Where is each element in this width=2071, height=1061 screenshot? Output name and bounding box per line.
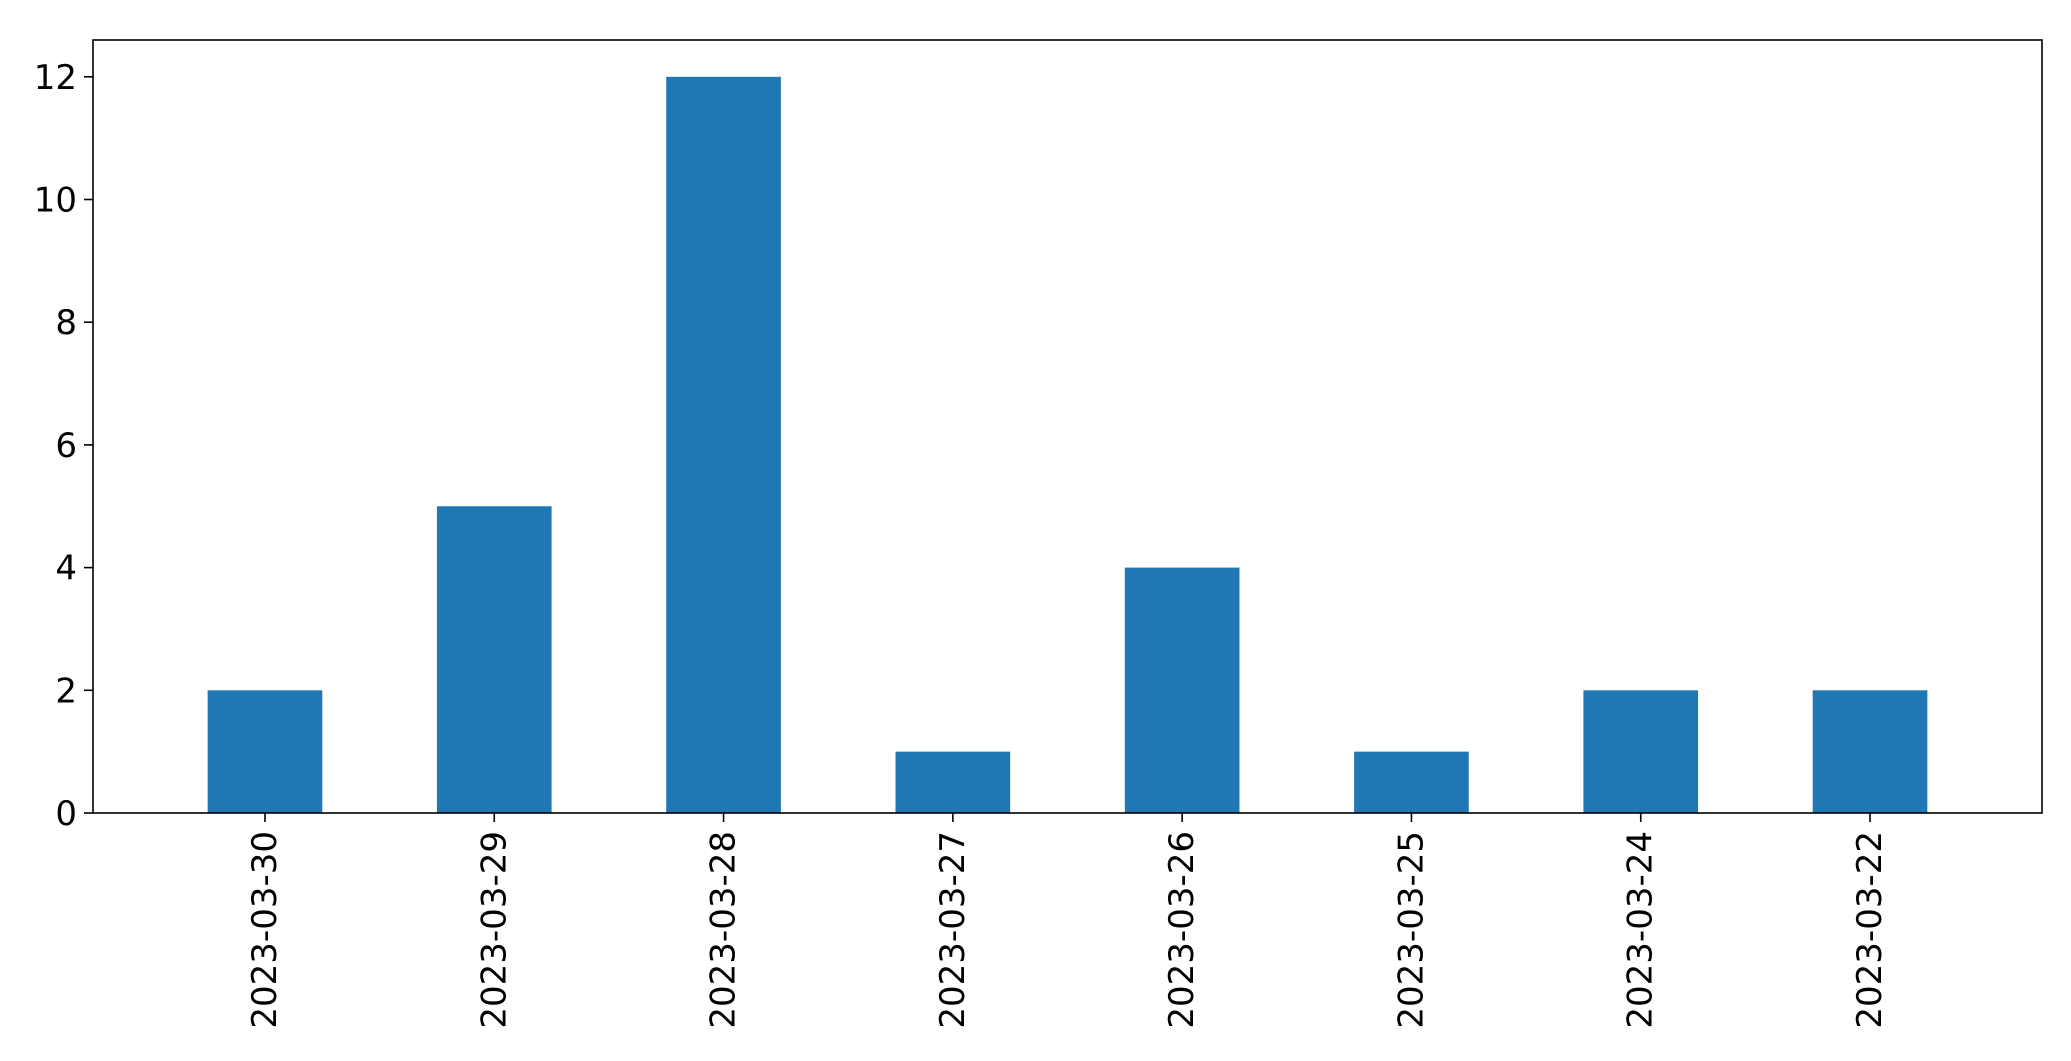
y-tick-label: 0: [55, 794, 77, 834]
bar-2023-03-29: [436, 506, 552, 813]
x-tick-label: 2023-03-30: [245, 831, 285, 1029]
x-tick-label: 2023-03-29: [474, 831, 514, 1029]
y-tick-label: 8: [55, 303, 77, 343]
bar-2023-03-27: [895, 751, 1011, 813]
y-tick-label: 4: [55, 549, 77, 589]
y-axis: 0 2 4 6 8 10 12: [34, 58, 93, 834]
plot-frame: [92, 39, 2043, 814]
y-tick-label: 6: [55, 426, 77, 466]
x-axis: 2023-03-30 2023-03-29 2023-03-28 2023-03-27…: [245, 813, 1890, 1029]
bar-2023-03-22: [1812, 690, 1928, 813]
y-tick-label: 12: [34, 58, 77, 98]
bar-2023-03-26: [1124, 567, 1240, 813]
x-tick-label: 2023-03-25: [1391, 831, 1431, 1029]
bar-2023-03-25: [1354, 751, 1469, 813]
bars-layer: [207, 76, 1928, 814]
x-tick-label: 2023-03-28: [704, 831, 744, 1029]
x-tick-label: 2023-03-27: [933, 831, 973, 1029]
y-tick-label: 10: [34, 181, 77, 221]
x-tick-label: 2023-03-22: [1850, 831, 1890, 1029]
bar-2023-03-24: [1583, 690, 1699, 813]
x-tick-label: 2023-03-26: [1162, 831, 1202, 1029]
bar-2023-03-30: [207, 690, 323, 813]
y-tick-label: 2: [55, 671, 77, 711]
bar-2023-03-28: [666, 76, 781, 814]
x-tick-label: 2023-03-24: [1621, 831, 1661, 1029]
